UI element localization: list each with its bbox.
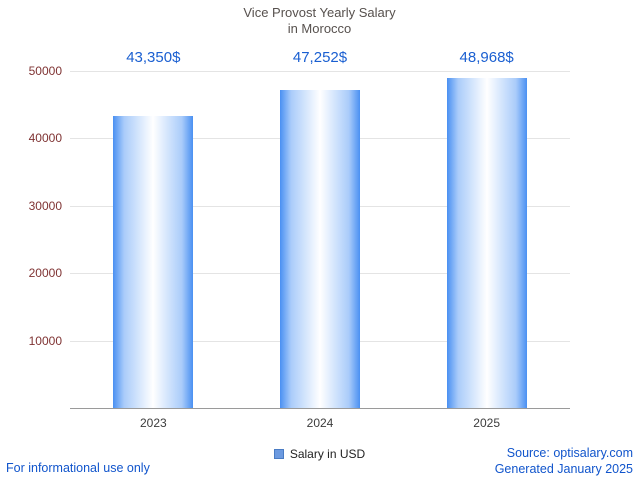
legend: Salary in USD (0, 447, 639, 461)
chart-title-line2: in Morocco (287, 21, 352, 36)
bar-value-label: 48,968$ (459, 49, 514, 66)
generated-date: Generated January 2025 (494, 462, 633, 476)
gridline (70, 71, 570, 72)
chart-title: Vice Provost Yearly Salary in Morocco (0, 5, 639, 37)
y-axis-tick-label: 30000 (28, 198, 62, 213)
bar-2024[interactable] (280, 89, 360, 408)
y-axis-tick-label: 50000 (28, 64, 62, 78)
source-info: Source: optisalary.com Generated January… (495, 445, 633, 477)
plot-area: 10000 20000 30000 40000 50000 43,350$ 2023 47,2… (29, 49, 570, 430)
y-axis-tick-label: 20000 (28, 266, 62, 281)
chart-title-line1: Vice Provost Yearly Salary (243, 5, 396, 20)
x-axis-tick-label: 2025 (473, 416, 500, 430)
y-axis-tick-label: 40000 (28, 131, 62, 146)
y-axis-tick-label: 10000 (28, 333, 62, 348)
x-axis-tick-label: 2023 (139, 416, 167, 430)
source-link[interactable]: Source: optisalary.com (506, 446, 633, 460)
bar-2025[interactable] (446, 77, 527, 408)
disclaimer-link[interactable]: For informational use only (6, 461, 150, 475)
bar-value-label: 43,350$ (126, 49, 181, 66)
x-axis-tick-label: 2024 (306, 416, 334, 430)
legend-label: Salary in USD (289, 447, 366, 461)
legend-swatch-icon (273, 449, 284, 459)
bar-value-label: 47,252$ (292, 49, 348, 66)
bar-2023[interactable] (113, 115, 194, 408)
